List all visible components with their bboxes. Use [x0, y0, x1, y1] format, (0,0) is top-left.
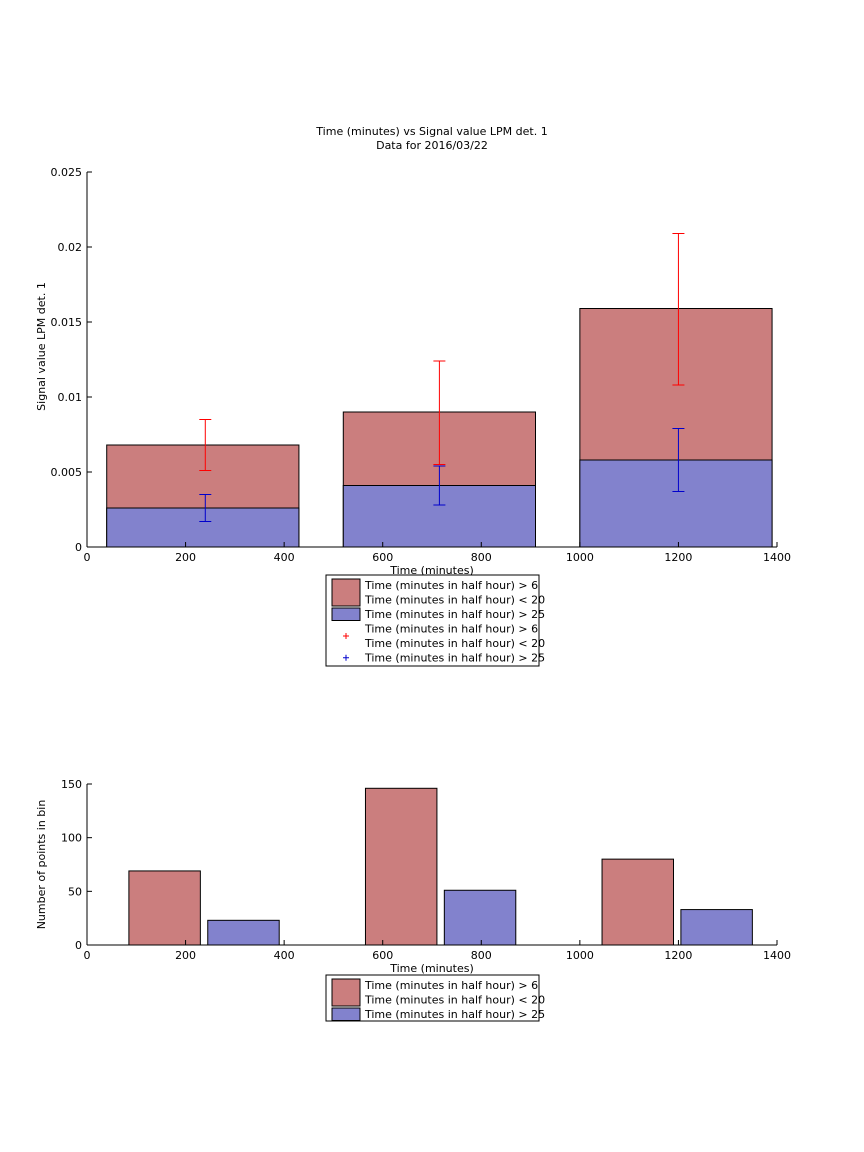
legend-label: Time (minutes in half hour) < 20	[364, 994, 545, 1007]
legend-box	[325, 574, 540, 667]
bar-5	[601, 858, 674, 946]
x-tick-label: 800	[471, 551, 492, 564]
legend-label: Time (minutes in half hour) > 6	[364, 623, 538, 636]
bar-6	[579, 459, 773, 548]
x-tick-label: 800	[471, 949, 492, 962]
legend-entry-4: Time (minutes in half hour) > 25	[343, 652, 545, 665]
errorbar-2	[199, 494, 212, 522]
x-tick-label: 1000	[566, 949, 594, 962]
y-tick-label: 0.025	[51, 166, 83, 179]
chart-subtitle: Data for 2016/03/22	[376, 139, 488, 152]
legend: Time (minutes in half hour) > 6 Time (min…	[325, 974, 545, 1022]
y-tick-label: 0	[75, 939, 82, 952]
x-tick-label: 1200	[664, 551, 692, 564]
y-tick-label: 150	[61, 778, 82, 791]
legend-swatch	[331, 1007, 361, 1021]
bar-4	[443, 889, 517, 946]
legend-entry-1: Time (minutes in half hour) > 6 Time (min…	[331, 578, 545, 607]
y-axis-label: Signal value LPM det. 1	[35, 282, 48, 411]
bar-1	[128, 870, 201, 946]
legend-swatch	[331, 578, 361, 607]
bar-2	[106, 507, 300, 548]
legend-label: Time (minutes in half hour) > 25	[364, 652, 545, 665]
x-axis-label: Time (minutes)	[389, 962, 474, 975]
x-tick-label: 1000	[566, 551, 594, 564]
y-axis-label: Number of points in bin	[35, 800, 48, 930]
legend-marker	[343, 633, 349, 639]
legend-entry-1: Time (minutes in half hour) > 6 Time (min…	[331, 978, 545, 1007]
y-tick-label: 0.005	[51, 466, 83, 479]
x-tick-label: 1400	[763, 551, 791, 564]
legend-swatch	[331, 607, 361, 621]
legend-label: Time (minutes in half hour) > 6	[364, 579, 538, 592]
chart-title: Time (minutes) vs Signal value LPM det. …	[315, 125, 547, 138]
x-tick-label: 1200	[664, 949, 692, 962]
legend-label: Time (minutes in half hour) > 6	[364, 979, 538, 992]
errorbar-3	[433, 360, 446, 465]
chart-1: Time (minutes) vs Signal value LPM det. …	[35, 125, 791, 667]
bar-2	[207, 919, 280, 946]
y-tick-label: 100	[61, 832, 82, 845]
chart-2: 0 200 400 600 800 1000 1200 1400 0 50 100 150 Time (…	[35, 778, 791, 1022]
x-tick-label: 600	[372, 551, 393, 564]
y-tick-label: 0.02	[58, 241, 83, 254]
legend-box	[325, 974, 540, 1022]
errorbar-5	[672, 233, 685, 386]
legend-entry-2: Time (minutes in half hour) > 25	[331, 1007, 545, 1021]
x-tick-label: 1400	[763, 949, 791, 962]
legend-label: Time (minutes in half hour) > 25	[364, 1008, 545, 1021]
x-tick-label: 0	[84, 949, 91, 962]
errorbar-1	[199, 419, 212, 471]
x-tick-label: 200	[175, 551, 196, 564]
errorbar-6	[672, 428, 685, 492]
x-tick-label: 400	[274, 551, 295, 564]
legend-label: Time (minutes in half hour) < 20	[364, 594, 545, 607]
y-tick-label: 50	[68, 885, 82, 898]
legend-marker	[343, 654, 349, 661]
x-tick-label: 200	[175, 949, 196, 962]
errorbar-4	[433, 465, 446, 506]
bar-3	[364, 787, 438, 946]
legend-label: Time (minutes in half hour) < 20	[364, 637, 545, 650]
y-tick-label: 0.01	[58, 391, 83, 404]
legend-swatch	[331, 978, 361, 1007]
y-tick-label: 0.015	[51, 316, 83, 329]
bar-6	[680, 909, 753, 946]
x-tick-label: 400	[274, 949, 295, 962]
x-axis-label: Time (minutes)	[389, 564, 474, 577]
legend-label: Time (minutes in half hour) > 25	[364, 608, 545, 621]
x-tick-label: 600	[372, 949, 393, 962]
y-tick-label: 0	[75, 541, 82, 554]
legend-entry-2: Time (minutes in half hour) > 25	[331, 607, 545, 621]
x-tick-label: 0	[84, 551, 91, 564]
